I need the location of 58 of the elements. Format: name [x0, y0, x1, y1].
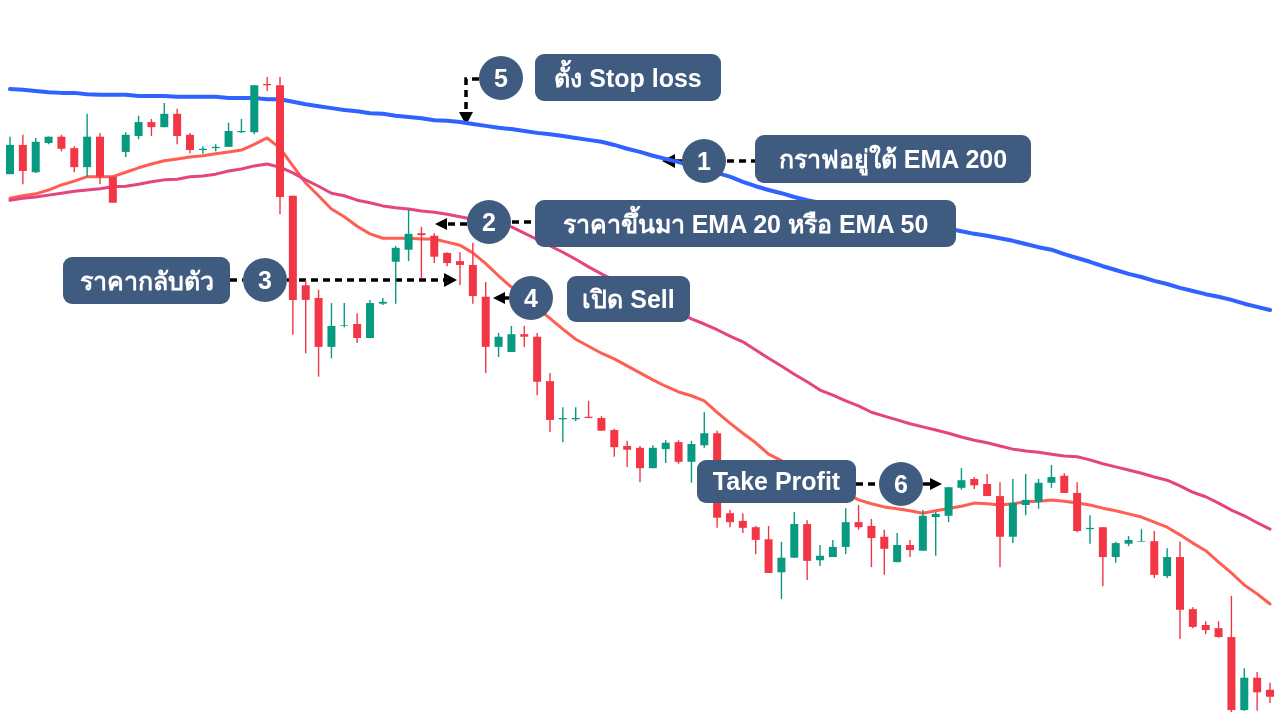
candlestick: [687, 440, 696, 484]
annotation: เปิด Sell: [567, 276, 690, 322]
annotation: 3: [243, 258, 287, 302]
candlestick: [186, 132, 194, 154]
annotation: 5: [479, 56, 523, 100]
candlestick: [404, 209, 413, 262]
candlestick: [893, 532, 902, 563]
candlestick: [340, 302, 349, 328]
candlestick: [494, 332, 503, 358]
annotation: ราคากลับตัว: [63, 257, 230, 304]
candlestick: [957, 467, 966, 491]
candlestick: [378, 297, 387, 306]
candlestick: [623, 440, 632, 468]
annotation: 2: [467, 200, 511, 244]
candlestick: [1111, 541, 1120, 564]
candlestick: [906, 539, 914, 558]
candlestick: [1034, 478, 1043, 510]
candlestick: [1163, 547, 1172, 579]
candlestick: [121, 131, 130, 158]
candlestick: [636, 445, 644, 483]
annotation: 6: [879, 462, 923, 506]
candlestick: [507, 325, 516, 353]
candlestick: [751, 525, 760, 555]
candlestick: [173, 108, 182, 146]
candlestick: [1266, 682, 1274, 704]
candlestick: [854, 504, 863, 531]
annotation: กราฟอยู่ใต้ EMA 200: [755, 135, 1031, 183]
candlestick: [777, 541, 786, 600]
candlestick: [456, 251, 464, 286]
candlestick: [417, 226, 426, 279]
candlestick: [70, 145, 79, 173]
annotation: Take Profit: [697, 460, 856, 503]
candlestick: [520, 325, 529, 348]
candlestick: [931, 511, 940, 557]
annotation: 1: [682, 139, 726, 183]
candlestick: [327, 302, 336, 359]
candlestick: [353, 312, 362, 344]
candlestick: [430, 232, 439, 264]
candlestick: [610, 428, 619, 458]
candlestick: [867, 518, 876, 568]
candlestick: [224, 122, 233, 148]
candlestick: [301, 279, 310, 354]
candlestick: [674, 439, 683, 465]
candlestick: [160, 102, 169, 128]
candlestick: [700, 411, 709, 449]
candlestick: [1047, 464, 1056, 489]
candlestick: [738, 512, 747, 534]
annotation: ตั้ง Stop loss: [535, 54, 721, 101]
candlestick: [880, 529, 889, 576]
annotation: 4: [509, 276, 553, 320]
annotation: ราคาขึ้นมา EMA 20 หรือ EMA 50: [535, 200, 956, 247]
candlestick: [1188, 606, 1197, 629]
candlestick: [1253, 671, 1262, 712]
candlestick: [1060, 472, 1069, 494]
candlestick: [391, 245, 400, 305]
candlestick: [661, 439, 670, 464]
candlestick: [1021, 473, 1030, 516]
candlestick: [134, 115, 143, 140]
